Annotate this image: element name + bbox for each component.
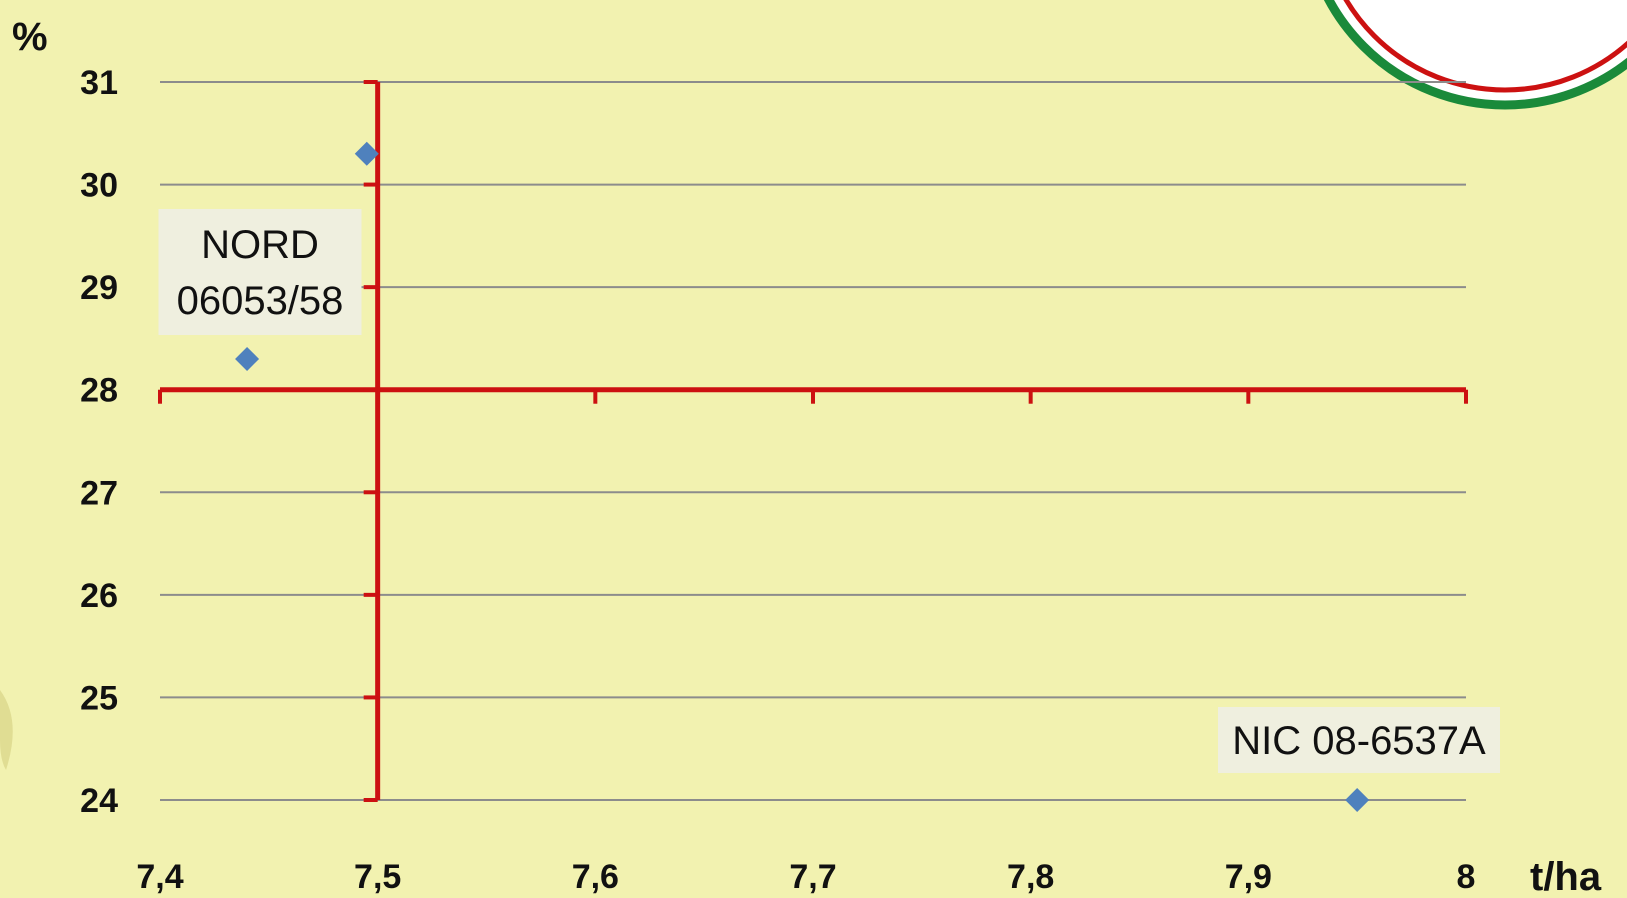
y-tick-label: 28 (80, 372, 118, 410)
y-tick-label: 26 (80, 577, 118, 615)
y-tick-labels: 24 25 26 27 28 29 30 31 (80, 64, 118, 820)
y-tick-label: 31 (80, 64, 118, 102)
callout-box (158, 209, 362, 335)
point-callout: NORD 06053/58 (158, 209, 362, 335)
x-tick-labels: 7,4 7,5 7,6 7,7 7,8 7,9 8 (136, 858, 1475, 896)
x-tick-label: 7,6 (572, 858, 619, 896)
data-point-marker (354, 141, 379, 166)
crosshair (158, 80, 1468, 802)
callout-label: NORD (201, 223, 319, 267)
point-callout: NIC 08-6537A (1218, 707, 1500, 773)
point-callouts: NORD 06053/58 NIC 08-6537A (158, 209, 1500, 773)
gridlines (160, 81, 1466, 801)
data-points (235, 141, 1370, 812)
callout-label: NIC 08-6537A (1232, 719, 1486, 763)
y-tick-label: 24 (80, 782, 118, 820)
callout-label: 06053/58 (177, 279, 344, 323)
x-tick-label: 7,8 (1007, 858, 1054, 896)
x-axis-unit: t/ha (1530, 855, 1602, 898)
y-tick-label: 25 (80, 679, 118, 717)
callout-box (1218, 707, 1500, 773)
data-point-marker (1345, 788, 1370, 812)
x-tick-label: 7,5 (354, 858, 401, 896)
leaf-decoration (0, 690, 13, 770)
x-tick-label: 7,7 (789, 858, 836, 896)
x-tick-label: 7,4 (136, 858, 183, 896)
y-tick-label: 27 (80, 474, 118, 512)
x-tick-label: 8 (1457, 858, 1476, 896)
y-axis-unit: % (12, 15, 48, 59)
x-tick-label: 7,9 (1225, 858, 1272, 896)
logo-emblem (1323, 0, 1627, 110)
y-tick-label: 30 (80, 167, 118, 205)
data-point-marker (235, 346, 260, 371)
y-tick-label: 29 (80, 269, 118, 307)
